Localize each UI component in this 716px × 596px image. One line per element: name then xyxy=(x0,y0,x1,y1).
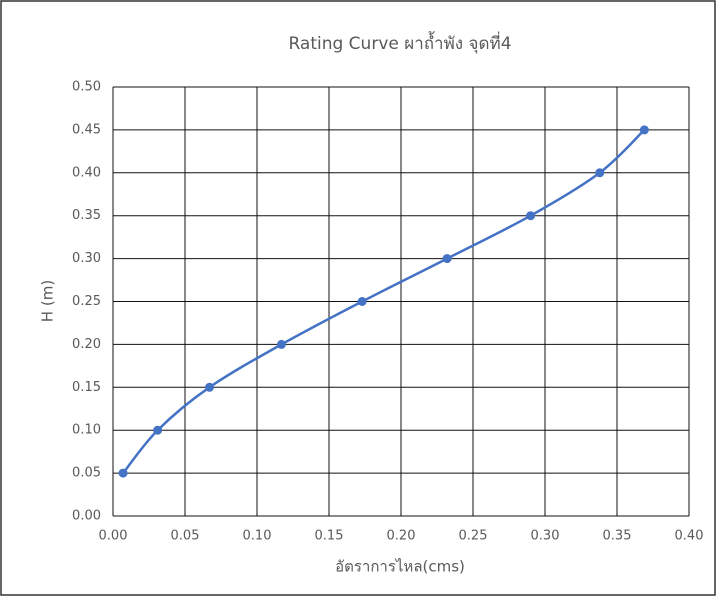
x-tick-label: 0.10 xyxy=(243,529,272,544)
data-point xyxy=(526,211,535,220)
y-tick-label: 0.15 xyxy=(72,380,101,395)
x-tick-label: 0.25 xyxy=(459,529,488,544)
x-tick-label: 0.30 xyxy=(531,529,560,544)
x-tick-label: 0.35 xyxy=(603,529,632,544)
data-point xyxy=(205,383,214,392)
data-point xyxy=(443,254,452,263)
data-point xyxy=(595,168,604,177)
y-tick-label: 0.05 xyxy=(72,466,101,481)
page: Rating Curve ผาถ้ำพัง จุดที่4 อัตราการไห… xyxy=(0,0,716,596)
x-tick-label: 0.00 xyxy=(99,529,128,544)
x-tick-label: 0.05 xyxy=(171,529,200,544)
y-tick-label: 0.45 xyxy=(72,122,101,137)
data-point xyxy=(358,297,367,306)
y-tick-label: 0.00 xyxy=(72,509,101,524)
x-tick-label: 0.20 xyxy=(387,529,416,544)
y-tick-label: 0.50 xyxy=(72,80,101,95)
data-point xyxy=(640,125,649,134)
y-tick-label: 0.30 xyxy=(72,251,101,266)
data-point xyxy=(119,469,128,478)
y-tick-label: 0.35 xyxy=(72,208,101,223)
data-point xyxy=(277,340,286,349)
chart-frame xyxy=(1,1,715,595)
chart: Rating Curve ผาถ้ำพัง จุดที่4 อัตราการไห… xyxy=(0,0,716,596)
data-point xyxy=(153,426,162,435)
y-tick-label: 0.40 xyxy=(72,165,101,180)
y-tick-label: 0.10 xyxy=(72,423,101,438)
x-tick-label: 0.40 xyxy=(675,529,704,544)
y-tick-label: 0.20 xyxy=(72,337,101,352)
chart-title: Rating Curve ผาถ้ำพัง จุดที่4 xyxy=(288,31,511,54)
x-tick-label: 0.15 xyxy=(315,529,344,544)
y-axis-label: H (m) xyxy=(39,280,57,322)
x-axis-label: อัตราการไหล(cms) xyxy=(335,558,465,576)
y-tick-label: 0.25 xyxy=(72,294,101,309)
